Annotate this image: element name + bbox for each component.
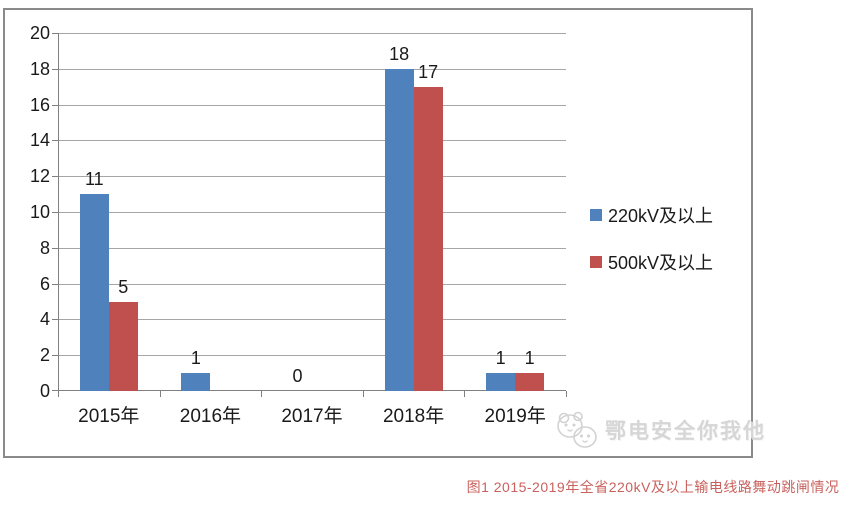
y-axis-tick	[52, 247, 59, 249]
bar-220kv-2019	[486, 373, 516, 391]
watermark: 鄂电安全你我他	[555, 408, 766, 452]
gridline	[58, 319, 566, 321]
watermark-text: 鄂电安全你我他	[605, 420, 766, 443]
y-axis-tick	[52, 212, 59, 213]
y-axis-tick	[52, 390, 59, 391]
x-axis-category-label: 2017年	[281, 406, 343, 427]
y-axis-tick-label: 4	[39, 309, 50, 330]
legend-item-220kv: 220kV及以上	[590, 202, 713, 228]
y-axis-tick	[52, 283, 59, 285]
y-axis-tick-label: 6	[39, 273, 50, 294]
value-label-220kv-2015: 11	[84, 169, 104, 190]
y-axis-tick	[52, 104, 59, 106]
x-axis-tick	[464, 391, 466, 397]
legend-label: 220kV及以上	[608, 206, 714, 226]
value-label-220kv-2017: 0	[292, 366, 303, 386]
gridline	[58, 212, 566, 213]
gridline	[58, 33, 566, 34]
gridline	[58, 140, 566, 142]
y-axis-tick-label: 20	[29, 23, 50, 43]
x-axis-category-label: 2019年	[484, 406, 546, 427]
gridline	[58, 247, 566, 249]
bar-220kv-2016	[181, 373, 211, 391]
bar-500kv-2015	[108, 301, 138, 391]
legend-label: 500kV及以上	[608, 253, 714, 273]
figure-caption: 图1 2015-2019年全省220kV及以上输电线路舞动跳闸情况	[466, 479, 840, 495]
value-label-220kv-2016: 1	[190, 348, 201, 369]
bar-500kv-2018	[413, 86, 443, 391]
y-axis-tick	[52, 355, 59, 357]
value-label-500kv-2019: 1	[524, 348, 535, 369]
y-axis-tick-label: 14	[29, 130, 50, 151]
y-axis-tick	[52, 68, 59, 70]
x-axis-tick	[159, 391, 161, 397]
y-axis-tick-label: 8	[39, 237, 50, 258]
y-axis-tick	[52, 33, 59, 34]
y-axis-tick	[52, 176, 59, 178]
y-axis-tick	[52, 140, 59, 142]
legend-swatch	[590, 209, 602, 221]
bar-220kv-2015	[79, 194, 109, 391]
value-label-220kv-2018: 18	[389, 43, 410, 64]
watermark-logo-icon	[557, 411, 597, 448]
gridline	[58, 355, 566, 357]
y-axis-tick-label: 0	[39, 381, 50, 401]
chart-frame: 11 1 0 18 1 5 17 1 0 2 4 6 8 10 12 14 16 18 20 2015年 2016年 2…	[3, 8, 764, 458]
legend-swatch	[590, 256, 602, 268]
gridline	[58, 176, 566, 178]
y-axis-tick-label: 18	[29, 58, 50, 79]
value-label-500kv-2015: 5	[118, 276, 129, 297]
bar-500kv-2019	[515, 373, 545, 391]
gridline	[58, 104, 566, 106]
x-axis-line	[58, 390, 566, 391]
value-label-220kv-2019: 1	[495, 348, 506, 369]
x-axis-tick	[362, 391, 364, 397]
y-axis-tick-label: 12	[29, 166, 50, 187]
legend: 220kV及以上 500kV及以上	[590, 202, 713, 275]
bar-220kv-2018	[384, 68, 414, 391]
x-axis-category-label: 2016年	[179, 406, 242, 427]
x-axis-category-label: 2015年	[78, 406, 140, 427]
x-axis-tick	[566, 391, 567, 397]
gridline	[58, 283, 566, 285]
x-axis-tick	[58, 391, 59, 397]
y-axis-tick	[52, 319, 59, 321]
plot-area: 11 1 0 18 1 5 17 1	[52, 33, 567, 397]
legend-item-500kv: 500kV及以上	[590, 249, 713, 275]
gridline	[58, 68, 566, 70]
y-axis-tick-label: 16	[29, 94, 50, 115]
y-axis-tick-label: 2	[39, 345, 50, 366]
x-axis-tick	[261, 391, 263, 397]
value-label-500kv-2018: 17	[418, 61, 439, 82]
y-axis-tick-label: 10	[29, 202, 50, 222]
x-axis-category-label: 2018年	[382, 406, 445, 427]
